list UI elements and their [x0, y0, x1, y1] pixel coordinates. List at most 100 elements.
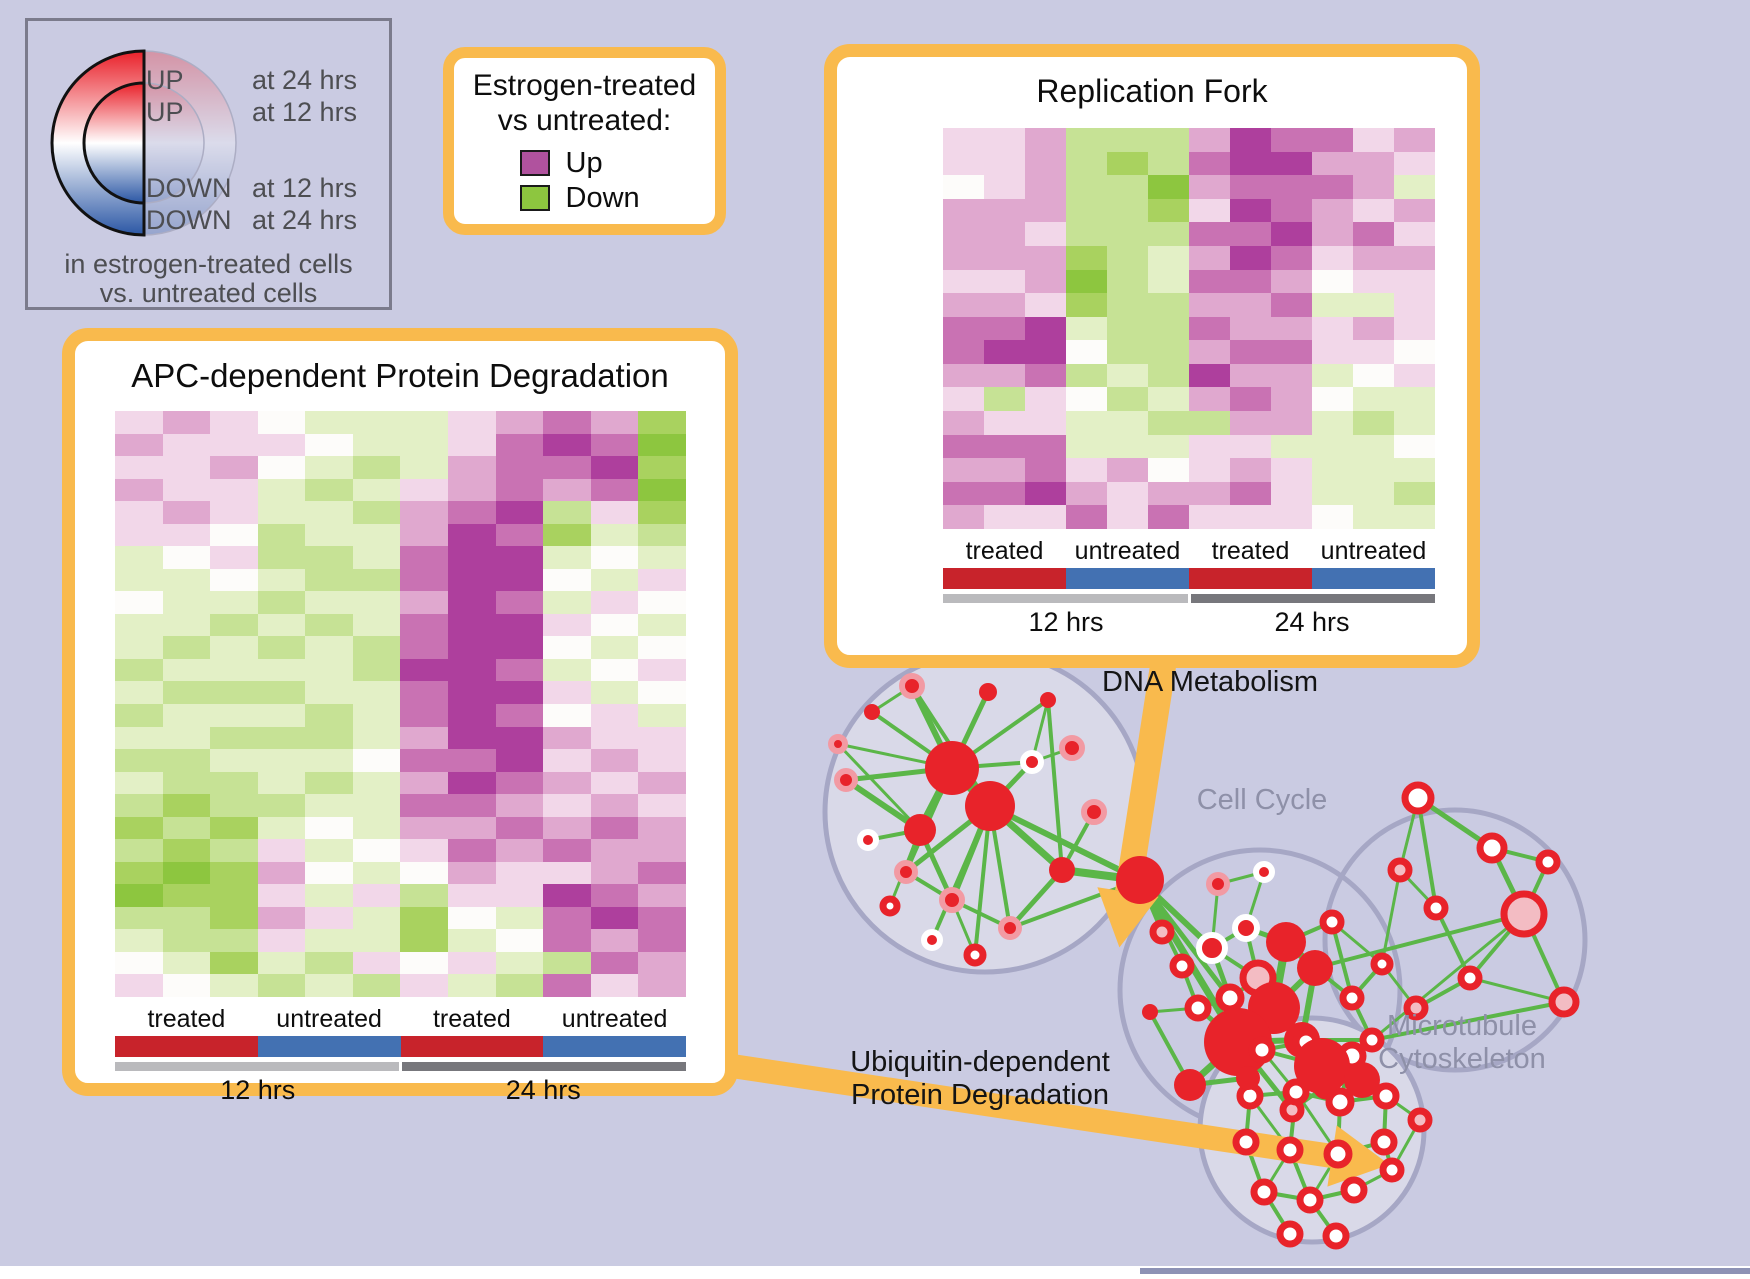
- heatmap-cell: [495, 839, 544, 862]
- heatmap-cell: [1148, 340, 1189, 364]
- heatmap-cell: [1312, 151, 1353, 176]
- heatmap-cell: [257, 704, 306, 727]
- group-label: treated: [147, 1005, 226, 1033]
- heatmap-cell: [590, 726, 639, 750]
- heatmap-cell: [400, 591, 449, 614]
- heatmap-cell: [1148, 245, 1189, 270]
- condition-labels: treated untreated treated untreated: [943, 537, 1435, 566]
- heatmap-cell: [352, 636, 401, 659]
- heatmap-cell: [400, 884, 449, 907]
- heatmap-cell: [257, 411, 306, 434]
- heatmap-cell: [495, 681, 544, 704]
- heatmap-cell: [448, 658, 496, 682]
- gene-node: [1344, 1062, 1380, 1098]
- heatmap-cell: [352, 613, 401, 637]
- heatmap-cell: [1394, 222, 1435, 246]
- heatmap-cell: [1230, 245, 1271, 270]
- heatmap-cell: [1189, 434, 1230, 459]
- heatmap-cell: [1353, 363, 1394, 388]
- heatmap-cell: [638, 568, 686, 592]
- group-label: untreated: [1320, 537, 1427, 565]
- heatmap-cell: [1025, 175, 1066, 199]
- time-labels: 12 hrs 24 hrs: [943, 607, 1435, 638]
- key-row-time: at 12 hrs: [252, 173, 358, 203]
- heatmap-cell: [162, 816, 211, 840]
- heatmap-cell: [162, 501, 211, 524]
- heatmap-cell: [1189, 222, 1230, 246]
- heatmap-cell: [590, 704, 639, 727]
- heatmap-cell: [257, 613, 306, 637]
- gene-node: [1325, 1087, 1355, 1117]
- heatmap-cell: [305, 704, 353, 727]
- heatmap-cell: [210, 884, 258, 907]
- heatmap-cell: [638, 501, 686, 524]
- panel-title: Replication Fork: [1036, 73, 1268, 109]
- heatmap-cell: [352, 681, 401, 704]
- heatmap-cell: [1148, 458, 1189, 482]
- heatmap-cell: [984, 387, 1025, 412]
- heatmap-cell: [543, 591, 591, 614]
- heatmap-cell: [1148, 434, 1189, 459]
- heatmap-cell: [162, 523, 211, 547]
- heatmap-cell: [115, 501, 163, 524]
- heatmap-cell: [1025, 434, 1066, 459]
- heatmap-cell: [590, 501, 639, 524]
- heatmap-cell: [1066, 128, 1107, 152]
- heatmap-cell: [543, 478, 591, 502]
- heatmap-cell: [543, 411, 591, 434]
- heatmap-cell: [1312, 198, 1353, 223]
- legend-title-line2: vs untreated:: [497, 104, 672, 138]
- heatmap-cell: [448, 884, 496, 907]
- heatmap-cell: [495, 523, 544, 547]
- heatmap-cell: [1353, 387, 1394, 412]
- heatmap-cell: [257, 906, 306, 930]
- heatmap-cell: [943, 411, 984, 435]
- heatmap-cell: [1148, 269, 1189, 294]
- heatmap-cell: [1025, 458, 1066, 482]
- heatmap-cell: [1107, 175, 1148, 199]
- heatmap-cell: [1271, 481, 1312, 506]
- heatmap-cell: [400, 523, 449, 547]
- network-edge: [1371, 912, 1525, 1042]
- heatmap-cell: [210, 411, 258, 434]
- heatmap-cell: [543, 861, 591, 885]
- heatmap-cell: [448, 839, 496, 862]
- heatmap-cell: [448, 861, 496, 885]
- gene-node: [1248, 1036, 1276, 1064]
- figure-bottom-edge: [1140, 1268, 1750, 1274]
- heatmap-cell: [1107, 411, 1148, 435]
- heatmap-cell: [352, 704, 401, 727]
- heatmap-cell: [115, 974, 163, 997]
- gene-node: [1323, 1139, 1353, 1169]
- key-row-time: at 24 hrs: [252, 65, 358, 95]
- heatmap-cell: [257, 591, 306, 614]
- heatmap-cell: [1271, 387, 1312, 412]
- heatmap-cell: [305, 884, 353, 907]
- heatmap-cell: [638, 658, 686, 682]
- heatmap-cell: [1189, 411, 1230, 435]
- heatmap-cell: [1312, 222, 1353, 246]
- heatmap-cell: [495, 433, 544, 457]
- gene-node: [1250, 1178, 1278, 1206]
- heatmap-cell: [1189, 387, 1230, 412]
- heatmap-cell: [305, 501, 353, 524]
- heatmap-cell: [448, 906, 496, 930]
- legend-item-label: Down: [565, 181, 640, 214]
- heatmap-cell: [305, 906, 353, 930]
- heatmap-cell: [162, 929, 211, 952]
- heatmap-cell: [1312, 411, 1353, 435]
- heatmap-cell: [1353, 316, 1394, 341]
- heatmap-cell: [210, 591, 258, 614]
- heatmap-cell: [543, 456, 591, 479]
- heatmap-cell: [590, 906, 639, 930]
- heatmap-cell: [590, 884, 639, 907]
- cluster-label-microtubule-cytoskeleton: Microtubule Cytoskeleton: [1378, 1010, 1546, 1076]
- heatmap-cell: [943, 434, 984, 459]
- heatmap-cell: [257, 749, 306, 772]
- heatmap-cell: [943, 269, 984, 294]
- heatmap-cell: [448, 456, 496, 479]
- heatmap-cell: [495, 568, 544, 592]
- heatmap-cell: [984, 363, 1025, 388]
- heatmap-cell: [495, 478, 544, 502]
- heatmap-cell: [1353, 175, 1394, 199]
